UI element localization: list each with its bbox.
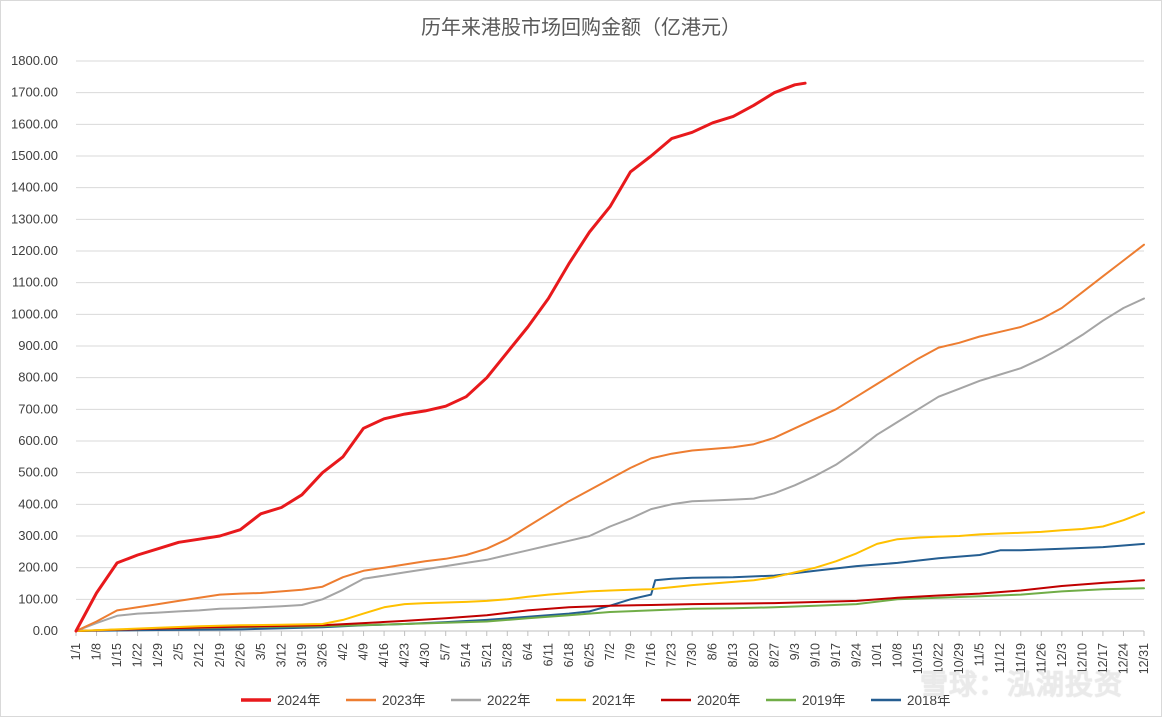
legend-label: 2021年 bbox=[592, 693, 636, 708]
x-tick-label: 4/9 bbox=[357, 643, 371, 660]
x-tick-label: 9/10 bbox=[808, 643, 822, 667]
x-tick-label: 9/17 bbox=[829, 643, 843, 667]
x-tick-label: 5/28 bbox=[500, 643, 514, 667]
x-tick-label: 4/30 bbox=[418, 643, 432, 667]
x-tick-label: 3/12 bbox=[274, 643, 288, 667]
x-tick-label: 6/4 bbox=[521, 643, 535, 660]
x-tick-label: 2/19 bbox=[213, 643, 227, 667]
series-line-2023年 bbox=[75, 243, 1145, 632]
x-tick-label: 1/8 bbox=[90, 643, 104, 660]
x-tick-label: 10/29 bbox=[952, 643, 966, 674]
x-tick-label: 4/23 bbox=[398, 643, 412, 667]
legend-label: 2018年 bbox=[907, 693, 951, 708]
x-tick-label: 11/26 bbox=[1034, 643, 1048, 673]
x-tick-label: 7/23 bbox=[665, 643, 679, 667]
y-tick-label: 600.00 bbox=[18, 433, 58, 448]
series-line-2018年 bbox=[75, 542, 1145, 632]
series-line-2019年 bbox=[75, 587, 1145, 632]
x-tick-label: 3/19 bbox=[295, 643, 309, 667]
x-tick-label: 7/2 bbox=[603, 643, 617, 660]
y-tick-label: 300.00 bbox=[18, 528, 58, 543]
y-tick-label: 1800.00 bbox=[11, 53, 58, 68]
y-tick-label: 900.00 bbox=[18, 338, 58, 353]
series-line-2022年 bbox=[75, 297, 1145, 632]
x-tick-label: 10/1 bbox=[870, 643, 884, 667]
chart-title: 历年来港股市场回购金额（亿港元） bbox=[421, 15, 741, 39]
y-tick-label: 1300.00 bbox=[11, 211, 58, 226]
x-tick-label: 1/15 bbox=[110, 643, 124, 667]
x-tick-label: 12/31 bbox=[1137, 643, 1151, 674]
y-tick-label: 700.00 bbox=[18, 401, 58, 416]
legend-label: 2022年 bbox=[487, 693, 531, 708]
y-tick-label: 100.00 bbox=[18, 591, 58, 606]
x-tick-label: 7/16 bbox=[644, 643, 658, 667]
x-tick-label: 1/29 bbox=[151, 643, 165, 667]
y-tick-label: 1000.00 bbox=[11, 306, 58, 321]
x-tick-label: 10/8 bbox=[891, 643, 905, 667]
y-tick-label: 400.00 bbox=[18, 496, 58, 511]
x-tick-label: 6/11 bbox=[541, 643, 555, 666]
series-line-2024年 bbox=[74, 81, 807, 633]
x-tick-label: 12/17 bbox=[1096, 643, 1110, 674]
x-tick-label: 8/6 bbox=[706, 643, 720, 660]
series-line-2020年 bbox=[75, 579, 1145, 632]
x-tick-label: 2/12 bbox=[192, 643, 206, 667]
x-tick-label: 7/9 bbox=[624, 643, 638, 660]
legend-label: 2020年 bbox=[697, 693, 741, 708]
legend-label: 2019年 bbox=[802, 693, 846, 708]
y-tick-label: 800.00 bbox=[18, 370, 58, 385]
x-tick-label: 1/1 bbox=[69, 643, 83, 660]
x-tick-label: 6/18 bbox=[562, 643, 576, 667]
y-tick-label: 1100.00 bbox=[12, 275, 58, 290]
x-tick-label: 11/19 bbox=[1014, 643, 1028, 673]
x-tick-label: 4/2 bbox=[336, 643, 350, 660]
x-tick-label: 8/20 bbox=[747, 643, 761, 667]
y-tick-label: 1500.00 bbox=[11, 148, 58, 163]
x-tick-label: 4/16 bbox=[377, 643, 391, 667]
x-tick-label: 12/10 bbox=[1075, 643, 1089, 674]
x-tick-label: 5/14 bbox=[459, 643, 473, 667]
x-tick-label: 6/25 bbox=[582, 643, 596, 667]
x-tick-label: 12/24 bbox=[1116, 643, 1130, 674]
x-tick-label: 9/24 bbox=[849, 643, 863, 667]
x-tick-label: 8/13 bbox=[726, 643, 740, 667]
y-tick-label: 1600.00 bbox=[11, 116, 58, 131]
x-tick-label: 10/22 bbox=[932, 643, 946, 674]
legend-label: 2023年 bbox=[382, 693, 426, 708]
x-tick-label: 3/5 bbox=[254, 643, 268, 660]
legend-label: 2024年 bbox=[277, 693, 321, 708]
series-line-2021年 bbox=[75, 511, 1145, 632]
x-tick-label: 8/27 bbox=[767, 643, 781, 667]
x-tick-label: 12/3 bbox=[1055, 643, 1069, 667]
x-tick-label: 2/26 bbox=[233, 643, 247, 667]
y-tick-label: 500.00 bbox=[18, 465, 58, 480]
x-tick-label: 10/15 bbox=[911, 643, 925, 674]
x-tick-label: 5/21 bbox=[480, 643, 494, 667]
y-tick-label: 200.00 bbox=[18, 560, 58, 575]
y-tick-label: 1400.00 bbox=[11, 180, 58, 195]
x-tick-label: 9/3 bbox=[788, 643, 802, 660]
x-tick-label: 2/5 bbox=[172, 643, 186, 660]
y-tick-label: 1700.00 bbox=[11, 85, 58, 100]
x-tick-label: 11/12 bbox=[993, 643, 1007, 673]
x-tick-label: 7/30 bbox=[685, 643, 699, 667]
x-tick-label: 5/7 bbox=[439, 643, 453, 660]
x-tick-label: 1/22 bbox=[131, 643, 145, 667]
y-tick-label: 0.00 bbox=[33, 623, 58, 638]
x-tick-label: 11/5 bbox=[973, 643, 987, 666]
y-tick-label: 1200.00 bbox=[11, 243, 58, 258]
x-tick-label: 3/26 bbox=[315, 643, 329, 667]
